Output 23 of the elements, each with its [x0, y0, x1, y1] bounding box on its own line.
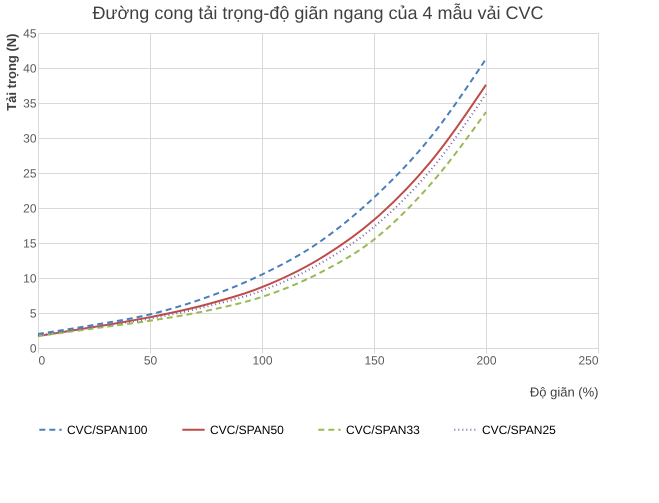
x-tick-label: 100	[252, 354, 273, 368]
y-tick-label: 15	[23, 236, 37, 250]
y-axis-title: Tải trọng (N)	[4, 34, 20, 111]
y-tick-label: 20	[23, 202, 37, 216]
legend-label: CVC/SPAN33	[346, 422, 420, 437]
legend-label: CVC/SPAN100	[67, 422, 148, 437]
y-tick-label: 0	[30, 342, 37, 356]
y-tick-label: 5	[30, 306, 37, 320]
y-tick-label: 10	[23, 272, 37, 286]
x-tick-label: 0	[38, 354, 46, 368]
x-tick-label: 250	[578, 354, 599, 368]
y-tick-label: 35	[23, 96, 37, 110]
x-tick-label: 150	[364, 354, 385, 368]
chart-title: Đường cong tải trọng-độ giãn ngang của 4 mẫu vải CVC	[92, 3, 544, 23]
y-tick-label: 25	[23, 166, 37, 180]
x-axis-title: Độ giãn (%)	[530, 384, 598, 400]
x-tick-label: 50	[144, 354, 158, 368]
y-tick-label: 45	[23, 26, 37, 40]
legend-label: CVC/SPAN25	[482, 422, 556, 437]
x-tick-label: 200	[476, 354, 497, 368]
y-tick-label: 30	[23, 132, 37, 146]
legend-label: CVC/SPAN50	[210, 422, 284, 437]
y-tick-label: 40	[23, 62, 37, 76]
